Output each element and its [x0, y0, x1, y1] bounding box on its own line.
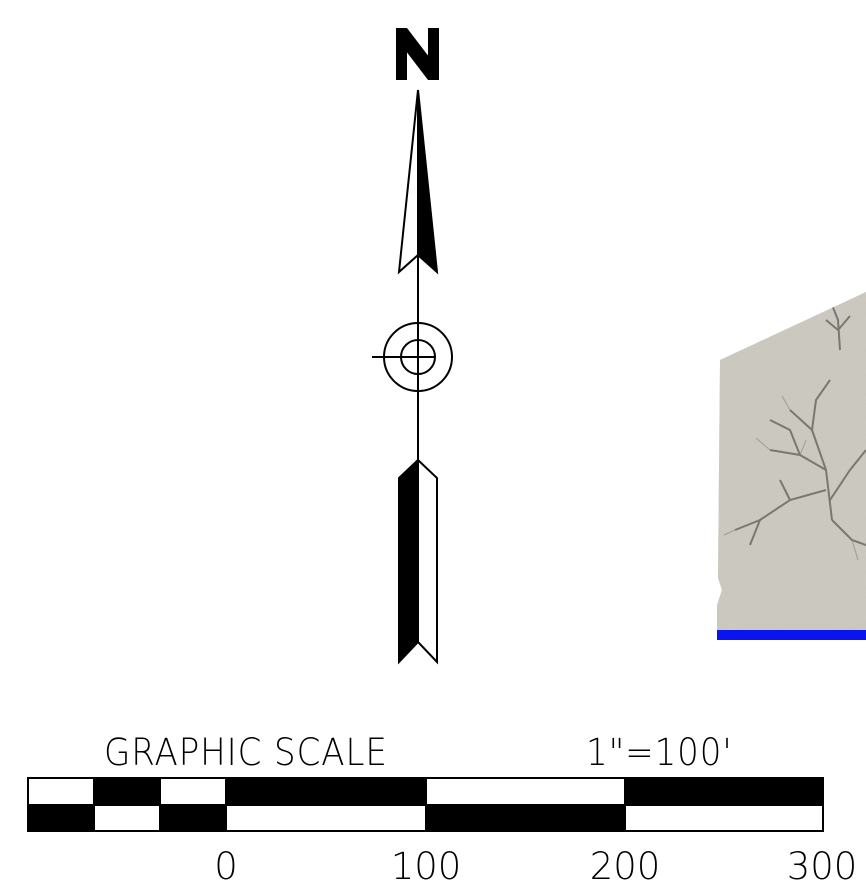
scale-tick-label: 0: [214, 845, 238, 888]
aerial-photo: [717, 292, 866, 640]
north-letter-icon: [396, 28, 439, 80]
north-arrowhead-icon: [397, 89, 439, 275]
scale-tick-label: 300: [786, 845, 858, 888]
graphic-scale-bar: [27, 777, 824, 832]
graphic-scale-title: GRAPHIC SCALE: [104, 731, 388, 774]
tail-feather-icon: [398, 457, 438, 665]
north-arrow: [372, 28, 453, 665]
scale-tick-label: 200: [589, 845, 661, 888]
scale-tick-label: 100: [390, 845, 462, 888]
graphic-scale-ratio: 1"=100': [586, 731, 733, 774]
center-target-icon: [372, 322, 453, 392]
property-boundary-line: [717, 630, 866, 640]
